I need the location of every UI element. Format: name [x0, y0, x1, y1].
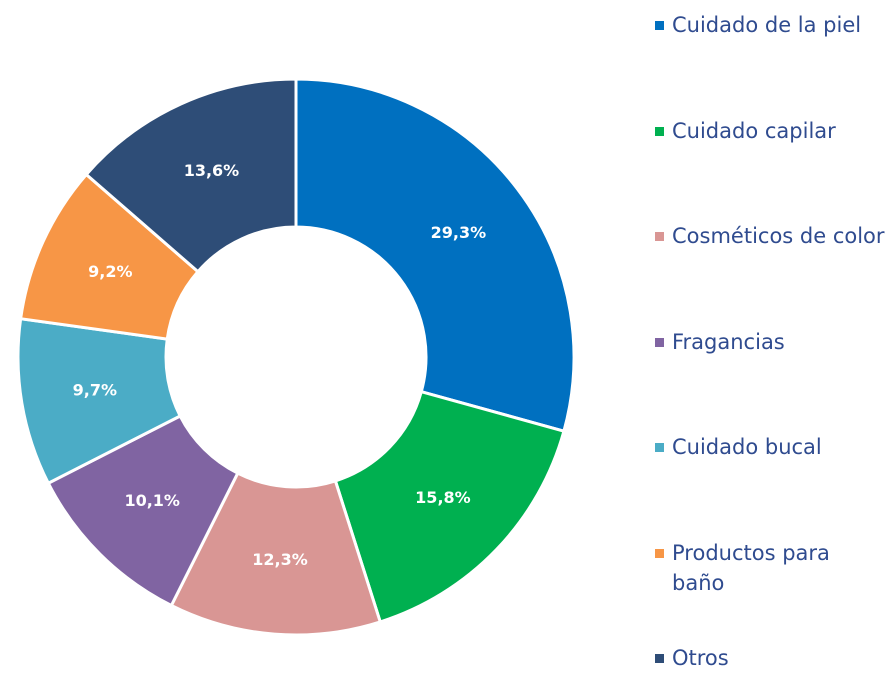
legend-swatch [655, 443, 664, 452]
legend-item: Productos para baño [655, 538, 885, 598]
data-label: 10,1% [124, 491, 180, 510]
data-label: 13,6% [184, 161, 240, 180]
slice [84, 77, 298, 274]
legend-label: Otros [672, 646, 729, 670]
data-label: 9,2% [88, 262, 132, 281]
data-label: 15,8% [415, 488, 471, 507]
data-label: 9,7% [73, 380, 117, 399]
legend-item: Cosméticos de color [655, 221, 885, 251]
legend-label: Cuidado bucal [672, 435, 822, 459]
legend-swatch [655, 126, 664, 136]
legend-swatch [655, 337, 664, 347]
legend-swatch [655, 548, 664, 558]
legend-label: Fragancias [672, 329, 785, 354]
legend-swatch [655, 21, 664, 30]
legend-label: Cuidado de la piel [672, 13, 862, 37]
slice [294, 77, 576, 434]
legend-item: Cuidado bucal [655, 432, 885, 462]
legend-item: Otros [655, 643, 885, 673]
legend-item: Cuidado capilar [655, 116, 885, 146]
legend-label: Productos para baño [672, 540, 830, 595]
slice [333, 389, 566, 624]
legend-swatch [655, 654, 664, 663]
data-label: 12,3% [252, 550, 308, 569]
data-label: 29,3% [431, 223, 487, 242]
donut-chart: 29,3% 15,8% 12,3% 10,1% 9,7% 9,2% 13,6% [16, 77, 576, 637]
legend-item: Cuidado de la piel [655, 10, 885, 40]
slice [169, 471, 383, 637]
legend-label: Cosméticos de color [672, 224, 885, 248]
legend-label: Cuidado capilar [672, 118, 836, 143]
legend-item: Fragancias [655, 327, 885, 357]
legend-swatch [655, 232, 664, 241]
